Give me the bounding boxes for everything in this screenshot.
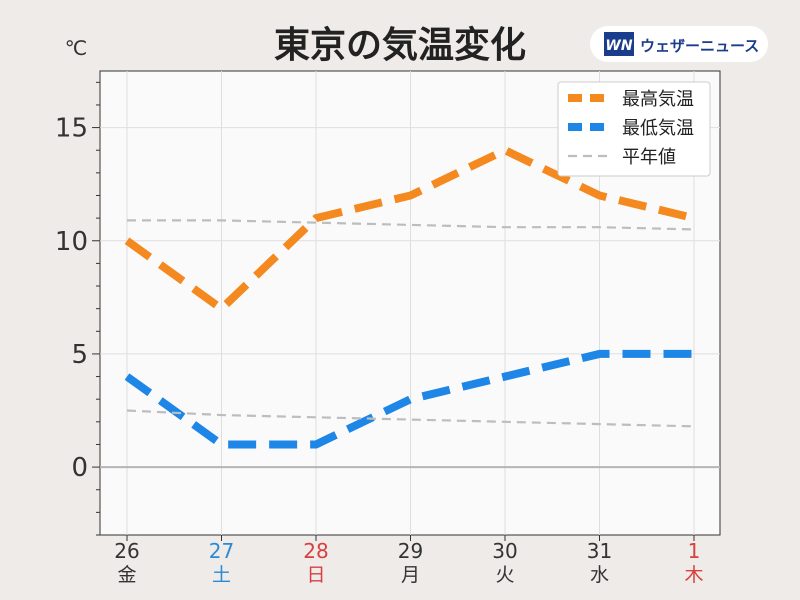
- x-tick-label-weekday: 水: [590, 564, 609, 586]
- x-tick-label-day: 31: [587, 539, 612, 563]
- brand-name: ウェザーニュース: [640, 37, 759, 55]
- x-tick-label-day: 28: [303, 539, 328, 563]
- x-tick-label-day: 27: [209, 539, 234, 563]
- grid: [100, 71, 720, 535]
- series-line: [127, 219, 695, 231]
- y-tick-label: 15: [55, 114, 88, 144]
- x-tick-label-weekday: 火: [495, 564, 514, 586]
- x-tick-label-weekday: 日: [306, 564, 325, 586]
- series-lines: [124, 145, 695, 449]
- x-tick-label-weekday: 木: [684, 564, 703, 586]
- y-tick-label: 0: [71, 453, 88, 483]
- y-axis-unit: ℃: [65, 36, 87, 60]
- x-tick-label-day: 1: [688, 539, 701, 563]
- series-line: [126, 409, 695, 428]
- x-tick-label-weekday: 土: [212, 564, 231, 586]
- x-tick-label-weekday: 月: [401, 564, 420, 586]
- legend-label: 最低気温: [622, 118, 694, 139]
- series-line: [124, 349, 694, 449]
- x-tick-label-day: 26: [114, 539, 139, 563]
- x-tick-label-day: 30: [492, 539, 517, 563]
- wn-logo-icon: [604, 32, 634, 56]
- legend-label: 平年値: [622, 147, 676, 168]
- series-line: [124, 145, 695, 314]
- y-tick-label: 5: [71, 340, 88, 370]
- x-tick-label-weekday: 金: [117, 564, 136, 586]
- axes: 26金 27土 28日 29月 30火 31水 1木 0 5 10 15: [55, 81, 704, 586]
- brand-logo: WN ウェザーニュース: [590, 26, 768, 62]
- chart-title: 東京の気温変化: [274, 24, 526, 66]
- legend-label: 最高気温: [622, 89, 694, 110]
- legend-box: [557, 81, 711, 177]
- y-tick-label: 10: [55, 227, 88, 257]
- x-tick-label-day: 29: [398, 539, 423, 563]
- brand-logo-mark: WN: [605, 38, 632, 54]
